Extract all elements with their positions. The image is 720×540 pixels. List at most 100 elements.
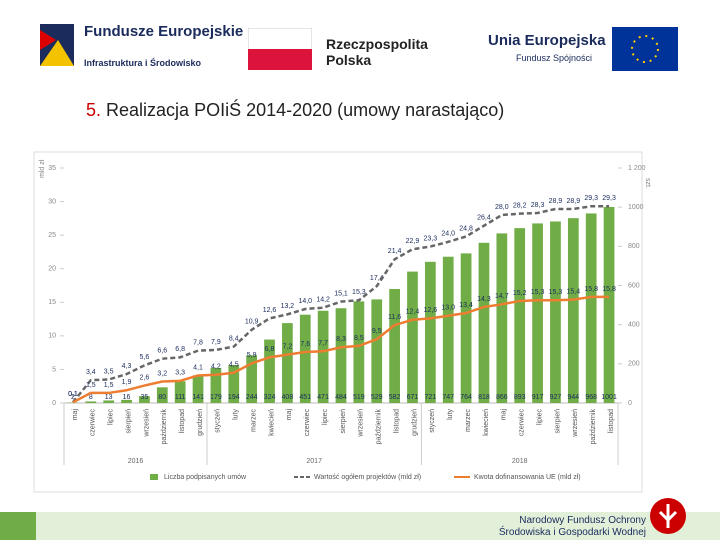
bar-value-label: 917 bbox=[532, 394, 544, 401]
bar bbox=[103, 400, 115, 403]
legend-label: Wartość ogółem projektów (mld zł) bbox=[314, 474, 421, 481]
x-tick-label: styczeń bbox=[429, 409, 436, 433]
fe-logo bbox=[40, 24, 74, 66]
bar-value-label: 80 bbox=[158, 394, 166, 401]
bar-value-label: 968 bbox=[585, 394, 597, 401]
x-tick-label: luty bbox=[447, 409, 454, 420]
line-value-label: 29,3 bbox=[602, 195, 616, 202]
x-tick-label: październik bbox=[161, 409, 168, 445]
bar bbox=[478, 242, 490, 403]
y-tick-label: 10 bbox=[48, 333, 56, 340]
bar-value-label: 35 bbox=[141, 394, 149, 401]
legend-swatch bbox=[150, 474, 158, 480]
x-tick-label: lipiec bbox=[536, 409, 543, 425]
bar-value-label: 519 bbox=[353, 394, 365, 401]
ue: Unia Europejska bbox=[488, 32, 606, 49]
line-value-label: 28,0 bbox=[495, 204, 509, 211]
bar-value-label: 1001 bbox=[601, 394, 617, 401]
line-value-label: 8,5 bbox=[354, 335, 364, 342]
bar bbox=[85, 401, 97, 403]
line-value-label: 3,3 bbox=[175, 370, 185, 377]
line-value-label: 15,8 bbox=[602, 286, 616, 293]
line-value-label: 15,3 bbox=[352, 289, 366, 296]
line-value-label: 13,4 bbox=[459, 302, 473, 309]
x-tick-label: październik bbox=[376, 409, 383, 445]
y-axis-title: mld zł bbox=[39, 159, 46, 178]
fe-sub: Infrastruktura i Środowisko bbox=[84, 58, 202, 68]
line-value-label: 15,2 bbox=[513, 290, 527, 297]
line-value-label: 24,8 bbox=[459, 225, 473, 232]
year-label: 2017 bbox=[306, 458, 322, 465]
bar-value-label: 179 bbox=[210, 394, 222, 401]
line-value-label: 15,3 bbox=[531, 289, 545, 296]
bar bbox=[317, 310, 329, 403]
x-tick-label: sierpień bbox=[554, 409, 561, 434]
bar bbox=[174, 381, 186, 403]
bar bbox=[228, 365, 240, 403]
bar bbox=[371, 299, 383, 403]
line-value-label: 7,9 bbox=[211, 339, 221, 346]
y2-tick-label: 0 bbox=[628, 400, 632, 407]
x-tick-label: wrzesień bbox=[572, 409, 579, 438]
bar bbox=[532, 223, 543, 403]
line-value-label: 6,6 bbox=[157, 348, 167, 355]
x-tick-label: listopad bbox=[179, 409, 186, 433]
bar-value-label: 244 bbox=[246, 394, 258, 401]
x-tick-label: kwiecień bbox=[268, 409, 275, 436]
y2-tick-label: 200 bbox=[628, 361, 640, 368]
line-value-label: 3,4 bbox=[86, 369, 96, 376]
line-value-label: 14,7 bbox=[495, 293, 509, 300]
line-value-label: 15,3 bbox=[549, 289, 563, 296]
slide-title: 5. Realizacja POIiŚ 2014-2020 (umowy nar… bbox=[86, 100, 504, 121]
line-value-label: 4,5 bbox=[229, 362, 239, 369]
bar bbox=[156, 387, 168, 403]
line-value-label: 11,6 bbox=[388, 314, 401, 321]
bar bbox=[585, 213, 597, 403]
line-value-label: 5,9 bbox=[247, 352, 257, 359]
bar bbox=[514, 228, 526, 403]
title-number: 5. bbox=[86, 100, 102, 120]
x-tick-label: sierpień bbox=[340, 409, 347, 434]
x-tick-label: luty bbox=[233, 409, 240, 420]
bar bbox=[192, 375, 204, 403]
y2-tick-label: 600 bbox=[628, 282, 640, 289]
line-value-label: 7,8 bbox=[193, 339, 203, 346]
y2-axis-title: szt. bbox=[644, 178, 651, 189]
bar-value-label: 324 bbox=[264, 394, 276, 401]
bar-value-label: 721 bbox=[425, 394, 437, 401]
bar bbox=[496, 233, 508, 403]
line-value-label: 12,6 bbox=[424, 307, 438, 314]
y2-tick-label: 1 200 bbox=[628, 165, 646, 172]
bar bbox=[299, 314, 311, 403]
bar bbox=[389, 289, 400, 403]
line-value-label: 0,1 bbox=[68, 391, 78, 398]
bar bbox=[460, 253, 472, 403]
x-tick-label: marzec bbox=[250, 409, 257, 432]
bar-value-label: 194 bbox=[228, 394, 240, 401]
line-value-label: 15,4 bbox=[567, 288, 581, 295]
line-value-label: 5,6 bbox=[140, 354, 150, 361]
line-value-label: 17,4 bbox=[370, 275, 384, 282]
x-tick-label: kwiecień bbox=[483, 409, 490, 436]
bar-value-label: 8 bbox=[89, 394, 93, 401]
bar-value-label: 866 bbox=[496, 394, 508, 401]
year-label: 2018 bbox=[512, 458, 528, 465]
line-value-label: 6,8 bbox=[265, 346, 275, 353]
bar-value-label: 764 bbox=[460, 394, 472, 401]
line-value-label: 6,8 bbox=[175, 346, 185, 353]
ue-sub: Fundusz Spójności bbox=[516, 53, 593, 63]
x-tick-label: maj bbox=[286, 409, 293, 421]
y2-tick-label: 800 bbox=[628, 243, 640, 250]
footer-accent bbox=[0, 512, 36, 540]
x-tick-label: grudzień bbox=[197, 409, 204, 436]
line-value-label: 10,9 bbox=[245, 319, 259, 326]
line-value-label: 13,2 bbox=[281, 303, 295, 310]
x-tick-label: listopad bbox=[608, 409, 615, 433]
line-value-label: 24,0 bbox=[441, 231, 455, 238]
bar bbox=[210, 367, 222, 403]
bar-value-label: 927 bbox=[550, 394, 562, 401]
line-value-label: 7,6 bbox=[300, 341, 310, 348]
bar-value-label: 818 bbox=[478, 394, 490, 401]
eu-flag bbox=[612, 27, 678, 71]
